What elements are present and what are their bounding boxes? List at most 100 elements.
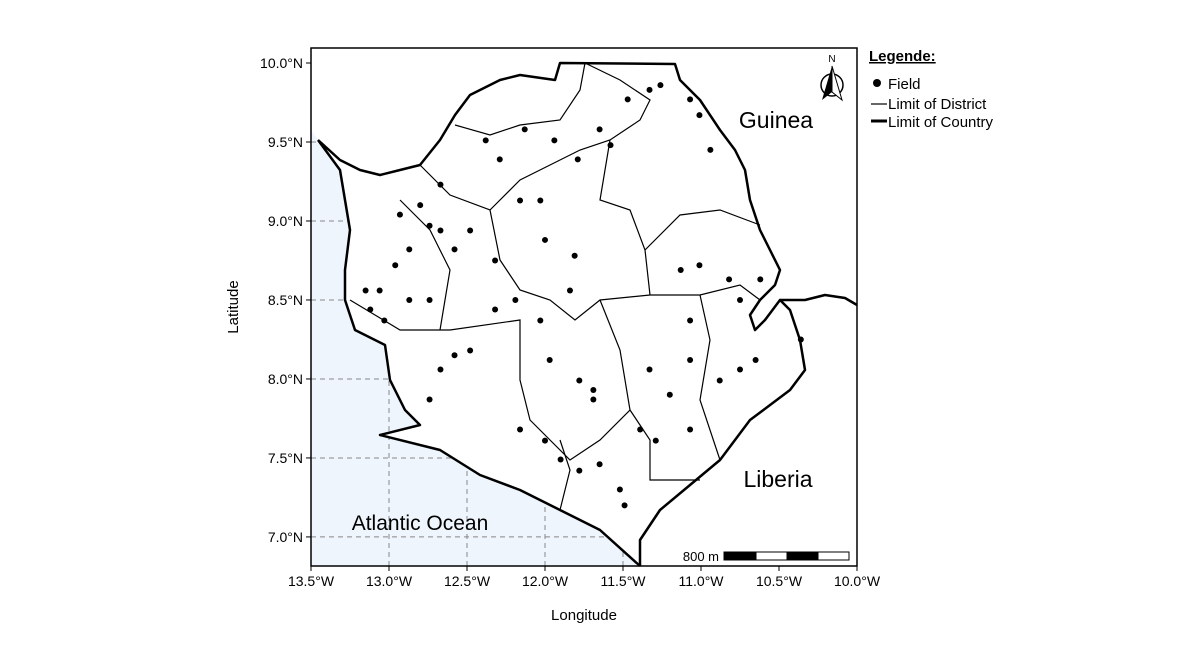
place-label: Guinea — [739, 107, 813, 133]
y-tick-label: 8.5°N — [268, 292, 303, 308]
field-point — [362, 287, 369, 294]
legend: Legende: Field Limit of District Limit o… — [869, 48, 994, 131]
x-tick-label: 13.0°W — [366, 573, 413, 589]
field-point — [571, 252, 578, 259]
north-arrow: N — [820, 54, 844, 102]
field-point — [646, 366, 653, 373]
field-point — [537, 197, 544, 204]
field-point — [367, 306, 374, 313]
field-point — [687, 426, 694, 433]
field-point — [467, 227, 474, 234]
field-point — [467, 347, 474, 354]
y-tick-label: 7.0°N — [268, 529, 303, 545]
field-point — [426, 222, 433, 229]
country-border — [316, 61, 858, 567]
field-point — [596, 126, 603, 133]
field-point — [557, 456, 564, 463]
field-point — [551, 137, 558, 144]
district-borders — [349, 62, 761, 511]
field-point — [737, 366, 743, 373]
ocean — [311, 130, 640, 566]
field-point — [426, 396, 433, 403]
legend-item: Limit of District — [888, 96, 987, 113]
north-label: N — [828, 54, 835, 65]
field-point — [517, 426, 524, 433]
field-point — [542, 236, 548, 243]
field-point — [596, 461, 603, 468]
field-point — [381, 317, 388, 324]
field-point — [451, 352, 458, 359]
field-point — [426, 296, 433, 303]
field-point — [574, 156, 581, 163]
field-point — [687, 357, 694, 364]
scale-label: 800 m — [683, 549, 719, 564]
field-point — [576, 377, 583, 384]
field-point — [616, 486, 623, 493]
field-point — [657, 82, 664, 89]
field-point — [537, 317, 544, 324]
legend-item: Field — [888, 76, 921, 93]
field-point — [492, 257, 499, 264]
field-point — [677, 266, 684, 273]
field-point — [797, 336, 804, 343]
y-axis-label: Latitude — [225, 280, 242, 333]
field-point — [576, 467, 583, 474]
field-point — [417, 202, 424, 209]
field-point — [624, 96, 631, 103]
scale-bar: 800 m — [683, 549, 850, 564]
field-point — [546, 357, 553, 364]
field-point — [566, 287, 573, 294]
y-tick-label: 9.5°N — [268, 134, 303, 150]
field-point — [752, 357, 759, 364]
field-point — [590, 387, 597, 394]
legend-title: Legende: — [869, 48, 936, 65]
field-point — [396, 211, 403, 218]
place-label: Liberia — [743, 466, 812, 492]
place-label: Atlantic Ocean — [352, 512, 489, 535]
field-point — [637, 426, 644, 433]
y-tick-label: 10.0°N — [260, 55, 303, 71]
field-point — [392, 262, 399, 269]
field-point — [757, 276, 764, 283]
field-point — [406, 246, 413, 253]
field-point — [696, 262, 703, 269]
field-point — [482, 137, 489, 144]
field-point — [687, 96, 694, 103]
field-point — [737, 296, 743, 303]
y-tick-label: 9.0°N — [268, 213, 303, 229]
x-tick-label: 10.5°W — [756, 573, 803, 589]
field-point — [492, 306, 499, 313]
x-tick-label: 13.5°W — [288, 573, 335, 589]
field-point — [517, 197, 524, 204]
field-point — [437, 366, 444, 373]
x-axis-label: Longitude — [551, 607, 617, 624]
field-point — [646, 86, 653, 93]
map-frame — [310, 47, 858, 567]
x-tick-label: 12.0°W — [522, 573, 569, 589]
field-point — [542, 437, 548, 444]
field-point — [406, 296, 413, 303]
y-tick-label: 7.5°N — [268, 450, 303, 466]
field-point — [590, 396, 597, 403]
field-point — [451, 246, 458, 253]
x-tick-label: 11.5°W — [600, 573, 646, 589]
field-point — [696, 112, 703, 119]
field-point — [496, 156, 503, 163]
field-point — [437, 181, 444, 188]
field-point — [376, 287, 383, 294]
x-tick-label: 12.5°W — [444, 573, 491, 589]
field-point — [726, 276, 733, 283]
x-tick-label: 11.0°W — [678, 573, 724, 589]
field-point — [666, 391, 673, 398]
x-tick-label: 10.0°W — [834, 573, 881, 589]
field-point — [707, 146, 714, 153]
field-point — [652, 437, 659, 444]
field-point — [607, 142, 614, 149]
field-point — [621, 502, 628, 509]
field-point — [437, 227, 444, 234]
field-point — [521, 126, 528, 133]
legend-item: Limit of Country — [888, 114, 994, 131]
field-point — [716, 377, 723, 384]
y-tick-label: 8.0°N — [268, 371, 303, 387]
